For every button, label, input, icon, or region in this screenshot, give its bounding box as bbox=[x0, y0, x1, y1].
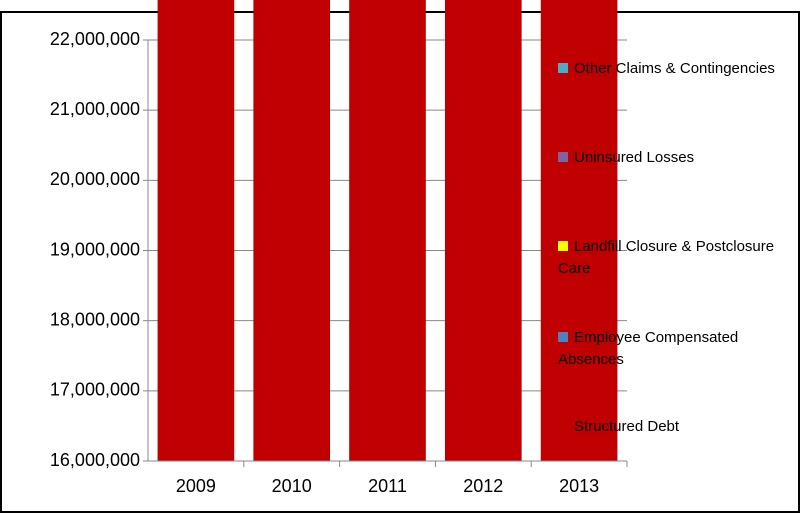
legend-item: Employee Compensated Absences bbox=[558, 327, 778, 371]
y-tick-label: 21,000,000 bbox=[50, 99, 140, 119]
legend-item: Other Claims & Contingencies bbox=[558, 58, 778, 80]
legend-label: Employee Compensated Absences bbox=[558, 329, 739, 368]
x-tick-label: 2011 bbox=[368, 476, 407, 496]
legend-item: Uninsured Losses bbox=[558, 147, 778, 169]
bar-segment bbox=[349, 0, 426, 462]
y-tick-label: 18,000,000 bbox=[50, 309, 140, 329]
legend-item: Structured Debt bbox=[558, 416, 778, 438]
bar-segment bbox=[157, 0, 235, 462]
bar-segment bbox=[444, 0, 522, 461]
legend-label: Landfill Closure & Postclosure Care bbox=[558, 238, 775, 277]
x-tick-label: 2009 bbox=[176, 476, 216, 496]
legend-label: Uninsured Losses bbox=[574, 149, 695, 166]
bar-segment bbox=[540, 0, 618, 461]
y-tick-label: 20,000,000 bbox=[50, 169, 140, 189]
legend-swatch bbox=[558, 152, 568, 162]
y-tick-label: 19,000,000 bbox=[50, 239, 140, 259]
legend-label: Structured Debt bbox=[574, 418, 680, 435]
x-tick-label: 2013 bbox=[559, 476, 599, 496]
legend-swatch bbox=[558, 421, 568, 431]
x-tick-label: 2010 bbox=[272, 476, 312, 496]
legend-swatch bbox=[558, 332, 568, 342]
legend-label: Other Claims & Contingencies bbox=[574, 60, 775, 77]
legend-swatch bbox=[558, 63, 568, 73]
y-tick-label: 22,000,000 bbox=[50, 29, 140, 49]
legend-item: Landfill Closure & Postclosure Care bbox=[558, 236, 778, 280]
y-tick-label: 16,000,000 bbox=[50, 450, 140, 470]
x-tick-label: 2012 bbox=[463, 476, 503, 496]
bar-segment bbox=[253, 0, 331, 461]
legend-swatch bbox=[558, 241, 568, 251]
y-tick-label: 17,000,000 bbox=[50, 380, 140, 400]
